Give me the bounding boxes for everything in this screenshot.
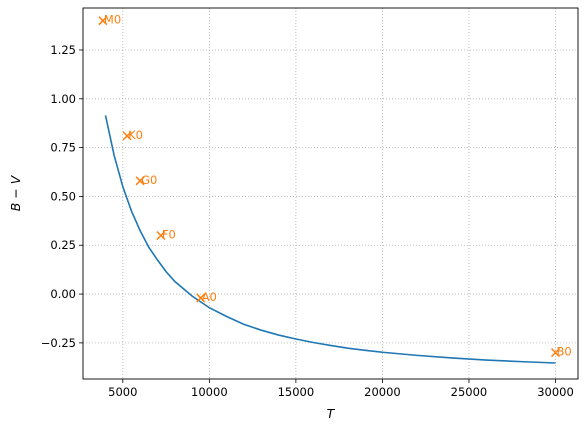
x-marker bbox=[122, 131, 132, 141]
point-label: B0 bbox=[557, 345, 572, 359]
x-tick-label: 10000 bbox=[191, 385, 228, 399]
y-tick-label: 0.00 bbox=[50, 287, 76, 301]
spectral-point-k0: K0 bbox=[122, 128, 143, 142]
x-marker bbox=[196, 293, 206, 303]
spectral-point-b0: B0 bbox=[550, 345, 572, 359]
x-marker bbox=[135, 176, 145, 186]
x-tick-label: 25000 bbox=[451, 385, 488, 399]
y-tick-label: 0.50 bbox=[50, 189, 76, 203]
x-marker bbox=[550, 348, 561, 358]
x-tick-label: 20000 bbox=[364, 385, 401, 399]
x-tick-label: 5000 bbox=[108, 385, 137, 399]
spectral-point-f0: F0 bbox=[156, 227, 176, 241]
y-axis-label: B − V bbox=[8, 174, 23, 211]
x-axis-label: T bbox=[327, 406, 336, 421]
grid bbox=[83, 8, 578, 379]
x-marker bbox=[156, 230, 166, 241]
scatter-points: M0 K0 G0 F0 A0 B0 bbox=[98, 13, 572, 359]
y-axis-ticks: −0.25 0.00 0.25 0.50 0.75 1.00 1.25 bbox=[41, 43, 83, 350]
x-tick-label: 15000 bbox=[278, 385, 315, 399]
x-axis-ticks: 5000 10000 15000 20000 25000 30000 bbox=[108, 379, 574, 399]
point-label: F0 bbox=[162, 227, 176, 241]
y-tick-label: 0.75 bbox=[50, 141, 76, 155]
point-label: A0 bbox=[202, 290, 217, 304]
fit-curve-line bbox=[104, 115, 556, 364]
point-label: M0 bbox=[104, 13, 121, 27]
point-label: G0 bbox=[141, 173, 157, 187]
point-label: K0 bbox=[128, 128, 143, 142]
curve-layer bbox=[104, 115, 556, 364]
plot-frame bbox=[82, 7, 579, 380]
y-tick-label: 1.00 bbox=[50, 92, 76, 106]
y-tick-label: 1.25 bbox=[50, 43, 76, 57]
spectral-point-a0: A0 bbox=[196, 290, 217, 304]
x-marker bbox=[98, 16, 108, 26]
y-tick-label: −0.25 bbox=[41, 336, 76, 350]
y-tick-label: 0.25 bbox=[50, 238, 76, 252]
spectral-point-m0: M0 bbox=[98, 13, 121, 27]
spectral-point-g0: G0 bbox=[135, 173, 157, 187]
x-tick-label: 30000 bbox=[537, 385, 574, 399]
